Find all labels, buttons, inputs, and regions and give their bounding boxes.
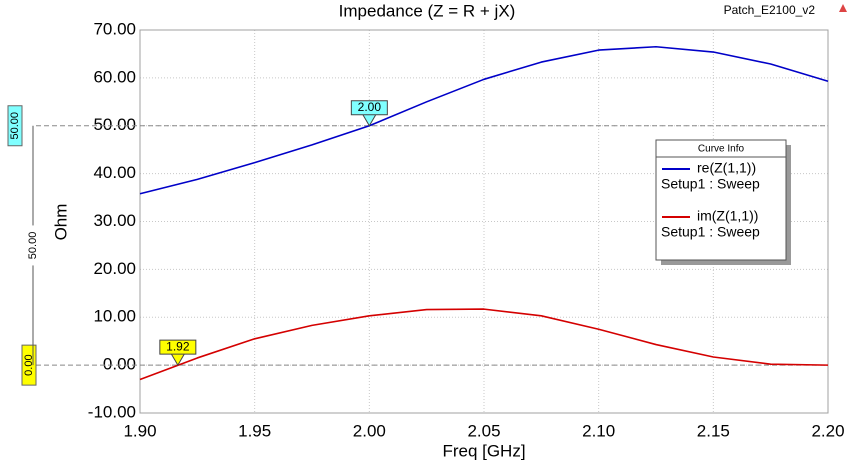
x-axis-label: Freq [GHz] [442,441,525,460]
marker-tag [159,339,197,355]
legend-setup: Setup1 : Sweep [661,224,760,240]
y-tick-label: 30.00 [93,211,136,230]
marker-box [7,105,23,147]
y-tick-label: 10.00 [93,307,136,326]
plot-frame [139,29,829,414]
y-tick-label: 70.00 [93,19,136,38]
x-tick-label: 1.95 [238,421,271,440]
marker-label: 0.00 [23,354,35,375]
y-axis-label: Ohm [51,204,70,241]
legend-setup: Setup1 : Sweep [661,176,760,192]
y-tick-label: 0.00 [103,355,136,374]
series-line [139,308,829,381]
y-tick-label: 20.00 [93,259,136,278]
logo-icon [839,4,847,12]
x-tick-label: 2.05 [467,421,500,440]
series-line [139,45,829,195]
legend-title: Curve Info [698,144,745,155]
x-tick-label: 1.90 [123,421,156,440]
y-tick-label: -10.00 [88,402,136,421]
y-tick-label: 50.00 [93,115,136,134]
marker-tag-label: 2.00 [358,100,382,114]
marker-tag [350,100,388,116]
x-tick-label: 2.10 [582,421,615,440]
y-tick-label: 60.00 [93,67,136,86]
x-tick-label: 2.00 [353,421,386,440]
chart-title: Impedance (Z = R + jX) [339,1,516,20]
x-tick-label: 2.15 [697,421,730,440]
legend-label: im(Z(1,1)) [697,208,758,224]
project-label: Patch_E2100_v2 [724,3,816,17]
legend-box [655,139,787,261]
marker-tag-label: 1.92 [166,339,190,353]
x-tick-label: 2.20 [811,421,844,440]
delta-label: 50.00 [27,232,39,260]
delta-label-bg [26,225,40,266]
legend-label: re(Z(1,1)) [697,160,756,176]
marker-label: 50.00 [9,112,21,140]
y-tick-label: 40.00 [93,163,136,182]
